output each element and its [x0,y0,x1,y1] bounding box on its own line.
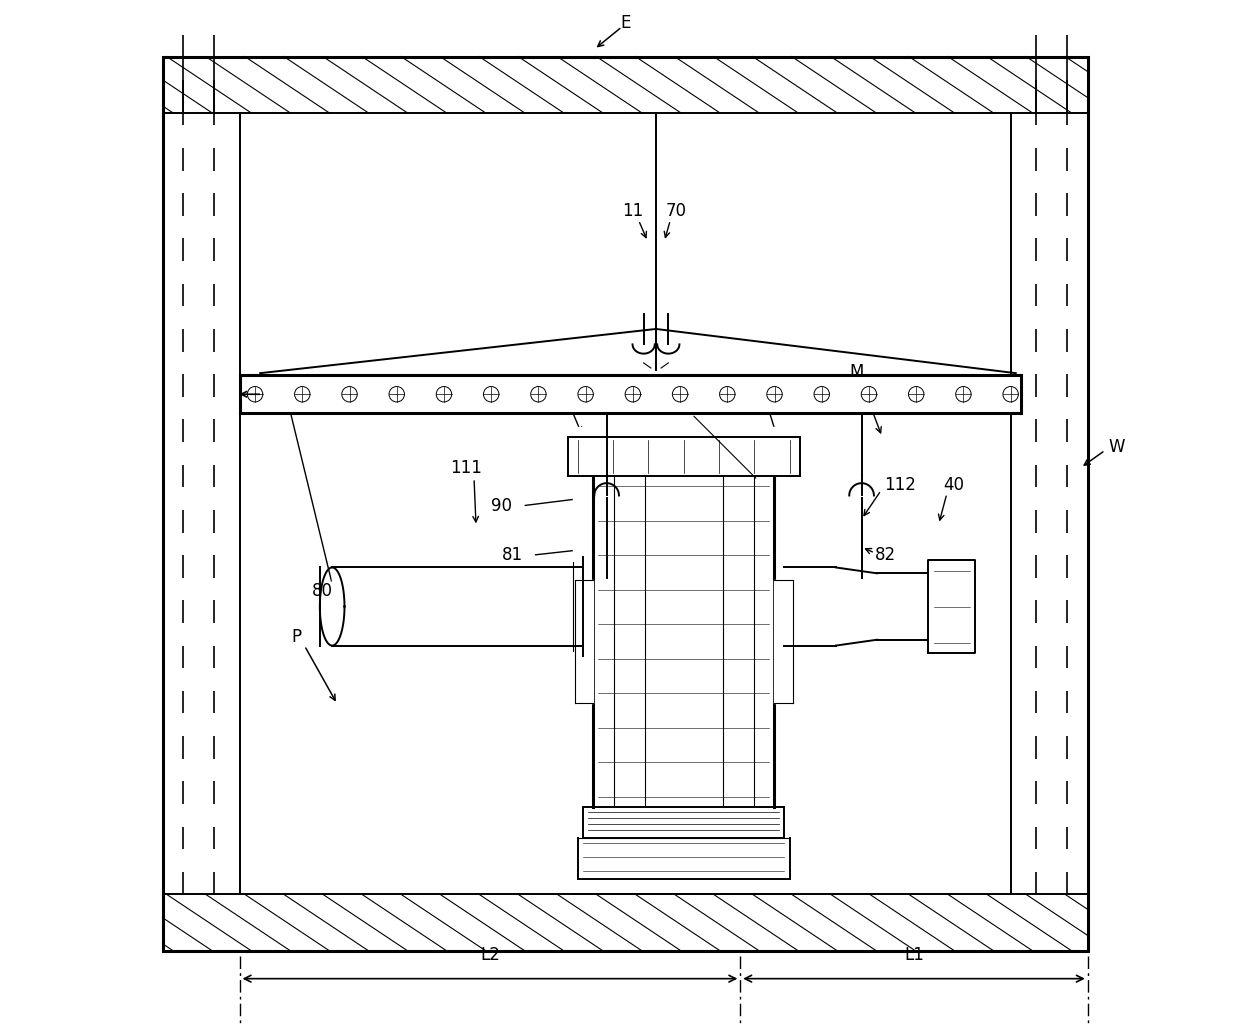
Text: 11: 11 [621,201,644,220]
Text: 82: 82 [874,546,895,564]
Text: W: W [1109,438,1125,456]
Bar [162,57,1087,951]
Text: L1: L1 [904,946,924,964]
Text: A1: A1 [547,379,569,398]
Text: L2: L2 [480,946,500,964]
Text: M: M [849,363,863,381]
Text: 90: 90 [491,497,512,515]
Text: 112: 112 [884,476,916,494]
Text: 81: 81 [501,546,522,564]
Text: 40: 40 [944,476,965,494]
Text: 111: 111 [450,458,481,477]
Text: A2: A2 [751,379,773,398]
Text: 80: 80 [311,582,332,600]
Text: 70: 70 [666,201,687,220]
Text: P: P [291,628,301,647]
Text: E: E [620,13,630,32]
